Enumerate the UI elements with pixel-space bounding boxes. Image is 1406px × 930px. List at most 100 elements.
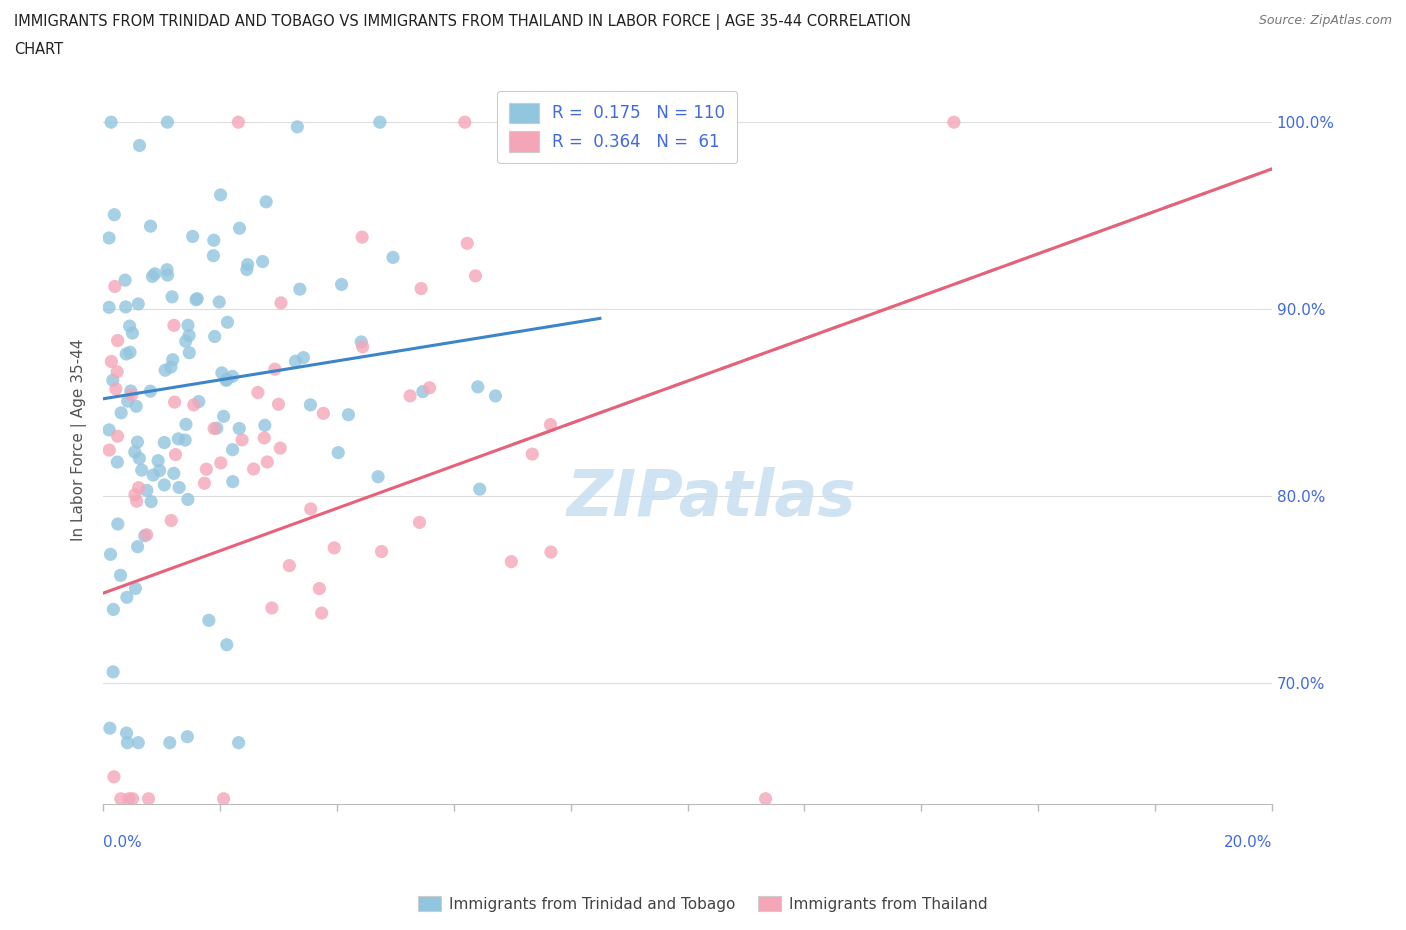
Point <box>215 372 238 387</box>
Point <box>128 480 150 495</box>
Point <box>278 558 301 573</box>
Point <box>135 483 157 498</box>
Text: 20.0%: 20.0% <box>1223 835 1272 850</box>
Point <box>107 516 129 531</box>
Point <box>299 397 322 412</box>
Point <box>467 379 489 394</box>
Point <box>98 443 121 458</box>
Point <box>125 399 148 414</box>
Point <box>228 114 250 129</box>
Point <box>104 279 127 294</box>
Point <box>209 188 232 203</box>
Point <box>198 613 221 628</box>
Point <box>167 432 190 446</box>
Point <box>174 334 197 349</box>
Point <box>141 269 163 284</box>
Point <box>411 281 433 296</box>
Point <box>211 365 233 380</box>
Point <box>260 601 283 616</box>
Point <box>755 791 778 806</box>
Point <box>367 470 389 485</box>
Text: 0.0%: 0.0% <box>103 835 142 850</box>
Point <box>138 791 160 806</box>
Point <box>103 207 125 222</box>
Point <box>337 407 360 422</box>
Point <box>308 581 330 596</box>
Point <box>127 434 149 449</box>
Point <box>231 432 253 447</box>
Point <box>121 388 143 403</box>
Point <box>156 262 179 277</box>
Point <box>149 463 172 478</box>
Point <box>163 318 186 333</box>
Point <box>159 736 181 751</box>
Point <box>101 373 124 388</box>
Point <box>412 384 434 399</box>
Point <box>118 319 141 334</box>
Point <box>174 417 197 432</box>
Point <box>269 441 291 456</box>
Point <box>212 791 235 806</box>
Point <box>101 664 124 679</box>
Point <box>252 254 274 269</box>
Point <box>100 114 122 129</box>
Point <box>215 637 238 652</box>
Point <box>143 266 166 281</box>
Point <box>352 339 374 354</box>
Point <box>128 451 150 466</box>
Text: CHART: CHART <box>14 42 63 57</box>
Point <box>285 119 308 134</box>
Point <box>202 248 225 263</box>
Point <box>139 219 162 233</box>
Point <box>124 445 146 459</box>
Point <box>160 360 183 375</box>
Point <box>522 446 544 461</box>
Point <box>127 736 149 751</box>
Point <box>688 114 710 129</box>
Point <box>456 236 478 251</box>
Point <box>284 354 307 369</box>
Text: Source: ZipAtlas.com: Source: ZipAtlas.com <box>1258 14 1392 27</box>
Point <box>236 258 259 272</box>
Point <box>540 418 562 432</box>
Point <box>253 431 276 445</box>
Point <box>350 335 373 350</box>
Point <box>142 468 165 483</box>
Point <box>104 381 127 396</box>
Point <box>139 384 162 399</box>
Point <box>209 456 232 471</box>
Point <box>381 250 404 265</box>
Point <box>121 791 143 806</box>
Point <box>100 354 122 369</box>
Point <box>236 262 259 277</box>
Point <box>183 397 205 412</box>
Point <box>193 476 215 491</box>
Point <box>205 420 228 435</box>
Text: ZIPatlas: ZIPatlas <box>567 467 856 529</box>
Point <box>292 351 315 365</box>
Point <box>121 326 143 340</box>
Point <box>222 474 245 489</box>
Point <box>942 114 965 129</box>
Point <box>100 547 122 562</box>
Text: IMMIGRANTS FROM TRINIDAD AND TOBAGO VS IMMIGRANTS FROM THAILAND IN LABOR FORCE |: IMMIGRANTS FROM TRINIDAD AND TOBAGO VS I… <box>14 14 911 30</box>
Point <box>208 295 231 310</box>
Point <box>177 328 200 343</box>
Point <box>484 389 506 404</box>
Point <box>127 297 149 312</box>
Point <box>107 333 129 348</box>
Point <box>368 114 391 129</box>
Point <box>221 443 243 458</box>
Point <box>105 455 128 470</box>
Point <box>156 114 179 129</box>
Point <box>299 501 322 516</box>
Point <box>454 114 477 129</box>
Point <box>179 345 201 360</box>
Y-axis label: In Labor Force | Age 35-44: In Labor Force | Age 35-44 <box>72 339 87 541</box>
Point <box>124 487 146 502</box>
Point <box>270 296 292 311</box>
Point <box>215 373 238 388</box>
Point <box>254 194 277 209</box>
Point <box>115 590 138 604</box>
Point <box>464 269 486 284</box>
